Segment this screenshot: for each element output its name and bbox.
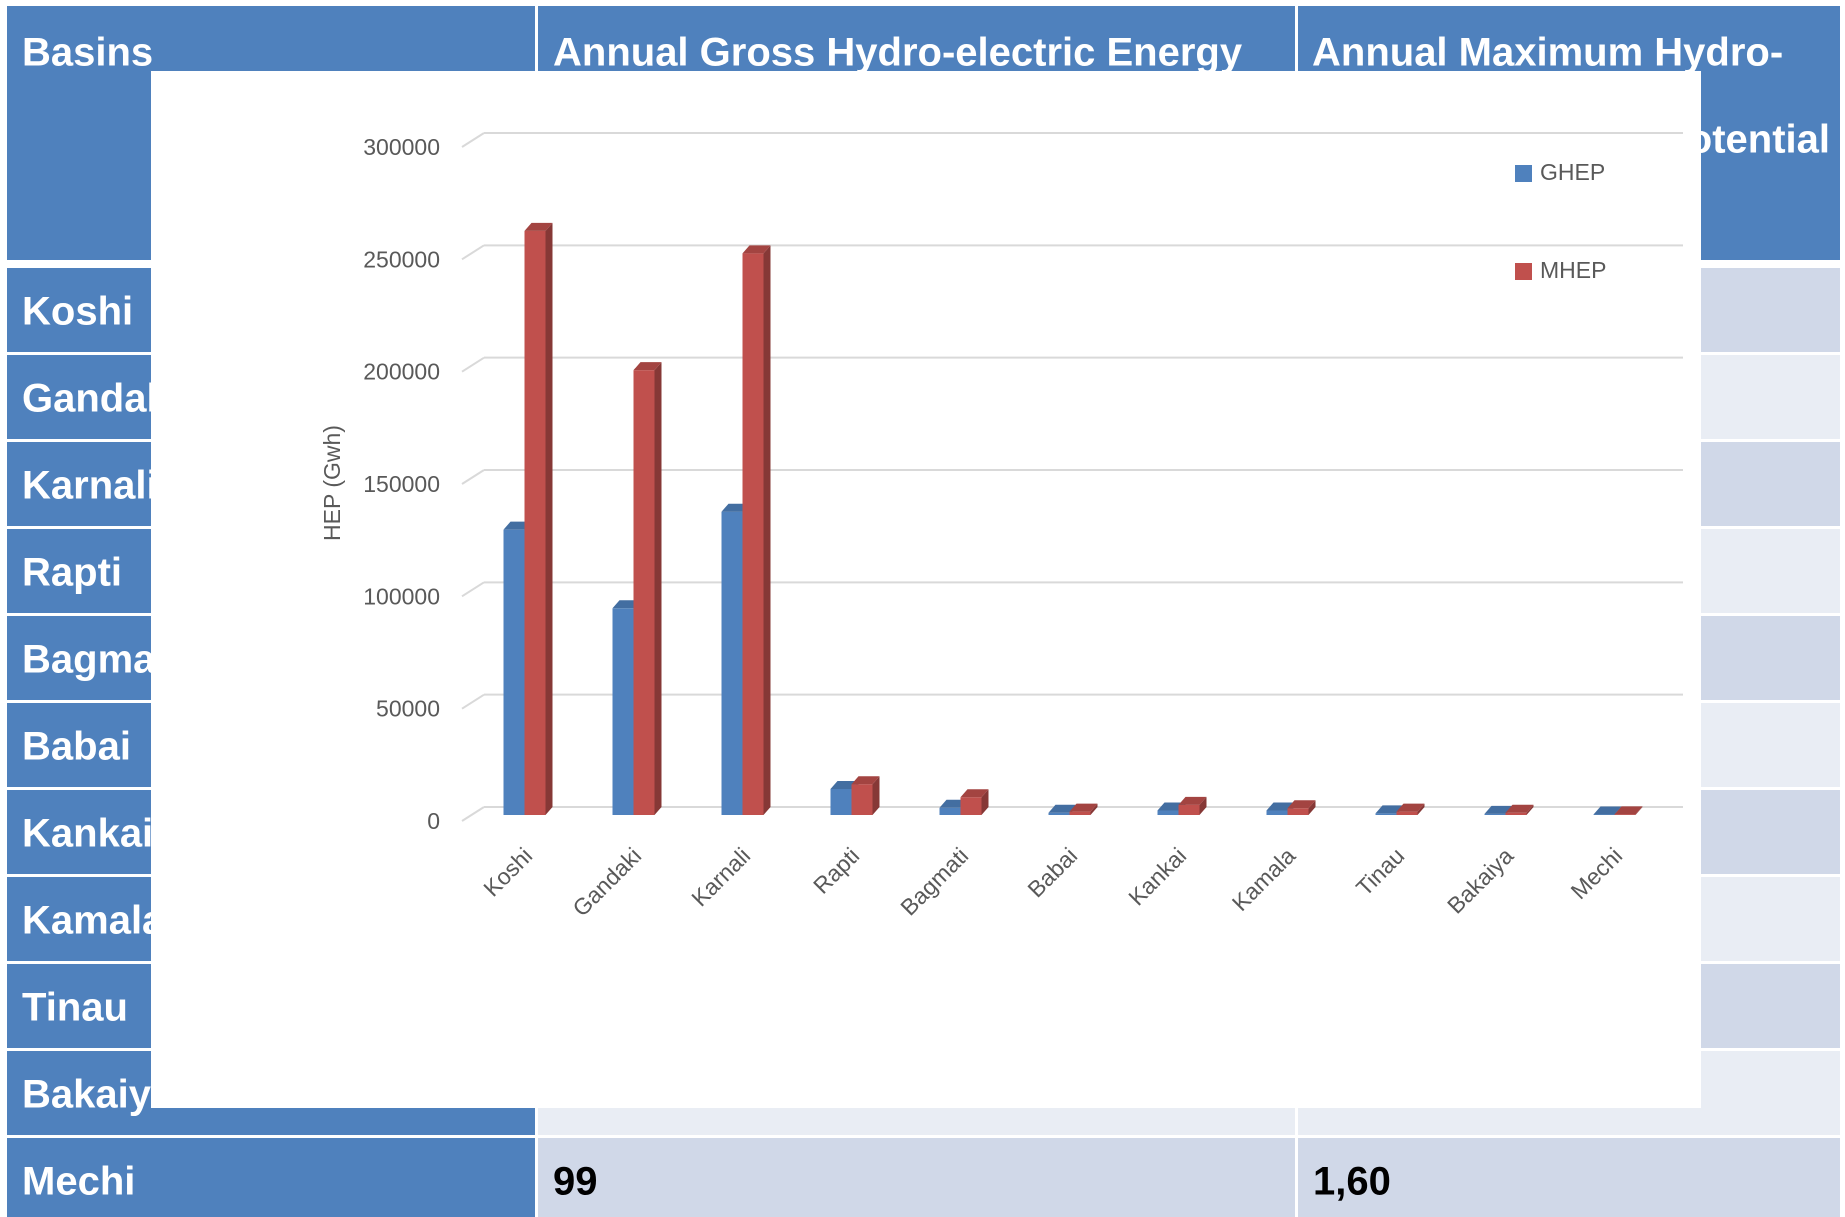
y-tick-label: 100000 bbox=[363, 583, 440, 609]
bar-front bbox=[1048, 812, 1070, 815]
bar-front bbox=[960, 797, 982, 815]
bar-front bbox=[1614, 814, 1636, 815]
grid-line bbox=[461, 469, 485, 485]
row-label: Kankai bbox=[22, 812, 153, 856]
bar-front bbox=[721, 511, 743, 815]
bar-front bbox=[1178, 804, 1200, 815]
row-label: Rapti bbox=[22, 551, 122, 595]
bar-top bbox=[1614, 806, 1643, 815]
legend-swatch bbox=[1515, 165, 1532, 182]
row-label: Tinau bbox=[22, 986, 128, 1030]
bar-side bbox=[981, 789, 989, 815]
bar-side bbox=[1635, 806, 1643, 815]
bar-front bbox=[633, 370, 655, 815]
bar-side bbox=[1308, 800, 1316, 815]
bar bbox=[1396, 803, 1425, 815]
bar-top bbox=[960, 789, 989, 798]
legend-label: GHEP bbox=[1540, 159, 1605, 185]
bar-side bbox=[872, 776, 880, 815]
bar-top bbox=[1178, 796, 1207, 805]
header-text: Basins bbox=[22, 31, 153, 75]
legend-label: MHEP bbox=[1540, 257, 1606, 283]
bar bbox=[1287, 800, 1316, 815]
bar bbox=[1069, 803, 1098, 815]
bar-front bbox=[1069, 811, 1091, 815]
bar-side bbox=[545, 222, 553, 815]
bar bbox=[960, 789, 989, 815]
bar-top bbox=[1593, 806, 1622, 815]
chart-panel bbox=[151, 71, 1701, 1108]
bar bbox=[633, 362, 662, 815]
legend-swatch bbox=[1515, 263, 1532, 280]
bar-side bbox=[654, 362, 662, 815]
bar-front bbox=[1484, 813, 1506, 815]
grid-line bbox=[461, 581, 485, 598]
bar-front bbox=[1375, 813, 1397, 815]
bar-top bbox=[1505, 804, 1534, 813]
cell-text: 1,60 bbox=[1313, 1160, 1391, 1204]
y-tick-label: 200000 bbox=[363, 359, 440, 385]
y-tick-label: 300000 bbox=[363, 134, 440, 160]
bar-front bbox=[1287, 808, 1309, 815]
bar-side bbox=[1417, 803, 1425, 815]
bar bbox=[1178, 796, 1207, 815]
bar-front bbox=[524, 230, 546, 815]
grid-line bbox=[461, 132, 485, 148]
row-label: Karnali bbox=[22, 464, 158, 508]
bar-front bbox=[1157, 810, 1179, 815]
bar-side bbox=[1526, 804, 1534, 815]
bar-top bbox=[1287, 800, 1316, 809]
y-tick-label: 250000 bbox=[363, 246, 440, 272]
bar-front bbox=[612, 608, 634, 815]
bar-top bbox=[1069, 803, 1098, 812]
row-label: Kamala bbox=[22, 899, 165, 943]
grid-line bbox=[461, 356, 485, 373]
bar-front bbox=[742, 253, 764, 816]
grid-line bbox=[461, 693, 485, 710]
bar-top bbox=[633, 362, 662, 371]
y-tick-label: 50000 bbox=[376, 696, 440, 722]
bar-front bbox=[1505, 812, 1527, 815]
bar-front bbox=[830, 788, 852, 815]
bar-top bbox=[742, 245, 771, 254]
bar-side bbox=[1090, 803, 1098, 815]
bar-front bbox=[1396, 811, 1418, 815]
bar-side bbox=[763, 245, 771, 816]
bar-top bbox=[1396, 803, 1425, 812]
row-label: Bakaiya bbox=[22, 1073, 174, 1117]
header-text: Annual Gross Hydro-electric Energy bbox=[553, 31, 1243, 75]
cell bbox=[538, 1138, 1295, 1217]
cell bbox=[1298, 1138, 1840, 1217]
grid-line bbox=[461, 806, 485, 822]
y-tick-label: 150000 bbox=[363, 471, 440, 497]
bar-side bbox=[1199, 796, 1207, 815]
cell bbox=[7, 1138, 535, 1217]
bar-top bbox=[851, 776, 880, 785]
bar-top bbox=[1048, 804, 1077, 813]
y-tick-label: 0 bbox=[427, 808, 440, 834]
cell-text: 99 bbox=[553, 1160, 598, 1204]
y-axis-label: HEP (Gwh) bbox=[319, 425, 345, 541]
grid-line bbox=[461, 244, 485, 261]
bar-front bbox=[503, 529, 525, 815]
row-label: Koshi bbox=[22, 290, 133, 334]
bar bbox=[851, 776, 880, 815]
bar-top bbox=[524, 222, 553, 231]
bar bbox=[524, 222, 553, 815]
bar-front bbox=[1266, 810, 1288, 815]
bar bbox=[1505, 804, 1534, 815]
bar-top bbox=[1484, 805, 1513, 814]
bar-front bbox=[851, 784, 873, 815]
row-label: Babai bbox=[22, 725, 131, 769]
row-label: Mechi bbox=[22, 1160, 135, 1204]
bar bbox=[742, 245, 771, 816]
bar-front bbox=[939, 807, 961, 815]
bar bbox=[1614, 806, 1643, 815]
header-text: Annual Maximum Hydro- bbox=[1312, 31, 1783, 75]
bar-top bbox=[1375, 805, 1404, 814]
